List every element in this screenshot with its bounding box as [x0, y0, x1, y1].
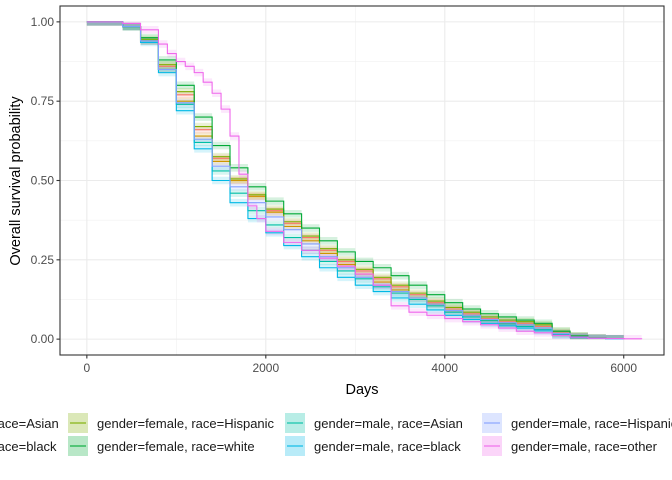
survival-curve [86, 21, 625, 340]
survival-curve [86, 21, 625, 340]
legend-label: gender=female, race=white [97, 439, 255, 454]
confidence-band [86, 21, 642, 340]
survival-curve [86, 21, 643, 340]
legend-label: gender=male, race=Asian [314, 416, 463, 431]
legend-key [482, 413, 502, 433]
legend-key [285, 413, 305, 433]
survival-curve [86, 21, 625, 340]
legend-key [285, 436, 305, 456]
y-tick-label: 0.00 [31, 332, 55, 346]
x-tick-label: 2000 [252, 361, 279, 375]
y-tick-label: 0.25 [31, 253, 55, 267]
legend-label: gender=male, race=Hispanic [511, 416, 672, 431]
legend: gender=female, race=Asian gender=female, … [0, 413, 672, 456]
x-tick-label: 4000 [431, 361, 458, 375]
y-tick-label: 0.75 [31, 94, 55, 108]
survival-curve [86, 21, 625, 340]
x-axis-ticks: 0 2000 4000 6000 [84, 355, 637, 375]
legend-label: gender=female, race=Hispanic [97, 416, 275, 431]
legend-label: gender=male, race=black [314, 439, 461, 454]
y-tick-label: 0.50 [31, 174, 55, 188]
survival-curves [86, 21, 643, 340]
x-axis-title: Days [345, 382, 378, 398]
legend-label: gender=female, race=Asian [0, 416, 59, 431]
y-axis-title: Overall survival probability [8, 96, 24, 266]
y-tick-label: 1.00 [31, 15, 55, 29]
y-axis-ticks: 0.00 0.25 0.50 0.75 1.00 [31, 15, 60, 346]
legend-label: gender=male, race=other [511, 439, 658, 454]
survival-curve [86, 21, 625, 340]
legend-key [68, 413, 88, 433]
legend-key [482, 436, 502, 456]
legend-key [68, 436, 88, 456]
x-tick-label: 6000 [610, 361, 637, 375]
legend-label: gender=female, race=black [0, 439, 57, 454]
x-tick-label: 0 [84, 361, 91, 375]
survival-curve [86, 21, 625, 340]
